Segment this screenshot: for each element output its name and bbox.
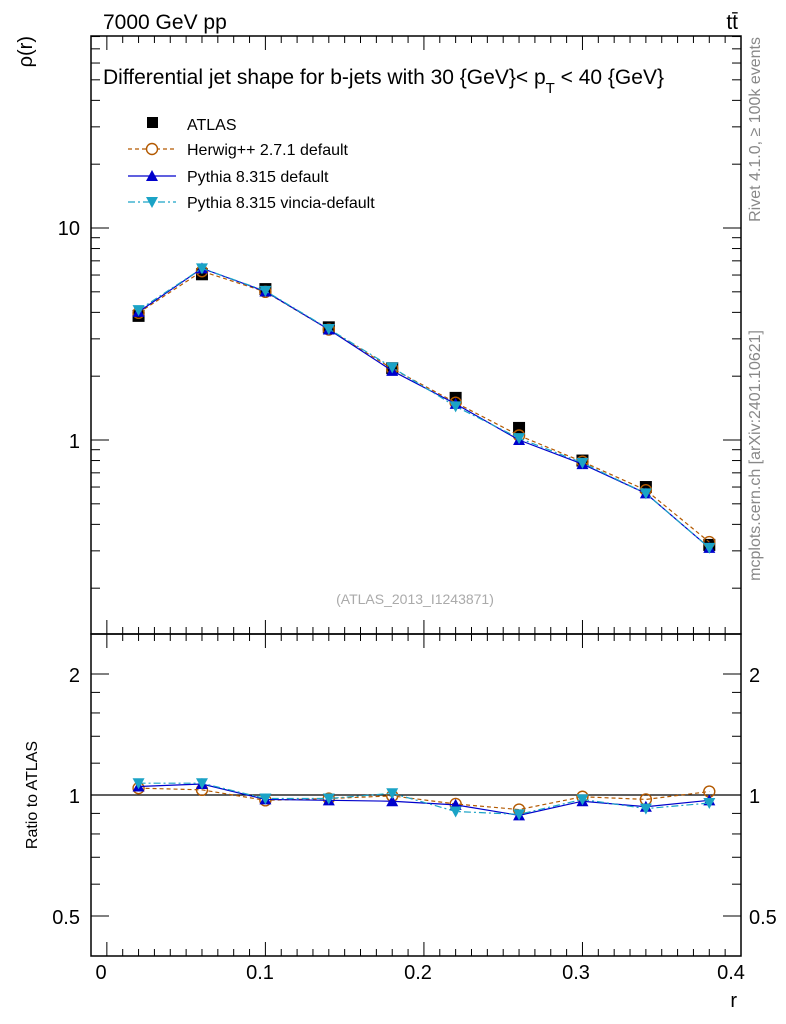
legend-label-herwig: Herwig++ 2.7.1 default — [187, 142, 349, 159]
ratio-data-point — [703, 798, 716, 810]
main-data-point — [386, 362, 399, 374]
x-tick-label-0.1: 0.1 — [246, 962, 274, 984]
main-y-axis-label: ρ(r) — [15, 36, 37, 67]
main-data-point — [576, 457, 589, 469]
ratio-data-point — [132, 778, 145, 790]
main-series-line — [138, 267, 710, 549]
main-data-point — [132, 305, 145, 317]
ratio-data-point — [386, 795, 399, 807]
main-panel: ρ(r) 1 10 (ATLAS_2013_I1243871) Differen… — [15, 35, 742, 635]
ratio-y-tick-label-right-2: 2 — [749, 665, 760, 687]
x-tick-label-0.4: 0.4 — [717, 962, 745, 984]
ratio-panel: Ratio to ATLAS 0.5 1 2 0.5 1 2 0 0.1 0.2… — [24, 633, 777, 1012]
x-tick-label-0.2: 0.2 — [404, 962, 432, 984]
legend-label-atlas: ATLAS — [187, 117, 237, 134]
main-data-point — [195, 263, 208, 275]
ratio-data-point — [449, 806, 462, 818]
chart-title-suffix: < 40 {GeV} — [555, 66, 664, 89]
main-data-point — [703, 542, 716, 554]
ratio-series-2 — [132, 778, 716, 821]
main-data-point — [513, 433, 526, 445]
legend-marker-atlas — [147, 117, 158, 128]
ratio-data-point — [259, 793, 272, 805]
main-series-0 — [132, 268, 716, 551]
main-series-3 — [132, 263, 716, 554]
ratio-data-point — [195, 778, 208, 790]
ratio-data-point — [639, 803, 652, 815]
legend-marker-herwig — [145, 142, 159, 156]
main-data-point — [639, 488, 652, 500]
ratio-y-tick-label-right-0.5: 0.5 — [749, 907, 777, 929]
main-series-layer — [132, 262, 716, 554]
ratio-y-tick-label-1: 1 — [69, 786, 80, 808]
ratio-series-0 — [132, 781, 716, 816]
x-tick-label-0: 0 — [95, 962, 106, 984]
ratio-series-layer — [132, 778, 716, 821]
main-y-tick-label-1: 1 — [69, 431, 80, 453]
ratio-y-tick-label-right-1: 1 — [749, 786, 760, 808]
ratio-data-point — [322, 793, 335, 805]
main-data-point — [259, 285, 272, 297]
chart-title-prefix: Differential jet shape for b-jets with 3… — [103, 66, 546, 89]
process-label: tt̄ — [726, 11, 738, 34]
legend-marker-vincia — [146, 197, 158, 208]
energy-label: 7000 GeV pp — [103, 11, 227, 34]
main-axis-ticks — [91, 36, 742, 634]
ratio-frame — [90, 633, 742, 957]
main-series-line — [138, 267, 710, 549]
ratio-series-line — [138, 787, 710, 811]
main-series-line — [138, 270, 710, 543]
rivet-label: Rivet 4.1.0, ≥ 100k events — [747, 37, 764, 222]
ratio-series-line — [138, 782, 710, 815]
x-axis-label: r — [730, 990, 737, 1012]
x-tick-label-0.3: 0.3 — [562, 962, 590, 984]
ratio-data-point — [576, 794, 589, 806]
ratio-data-point — [513, 809, 526, 821]
chart-title: Differential jet shape for b-jets with 3… — [103, 66, 664, 97]
main-data-point — [449, 401, 462, 413]
main-series-1 — [132, 265, 716, 549]
ratio-y-tick-label-0.5: 0.5 — [52, 907, 80, 929]
legend: ATLAS Herwig++ 2.7.1 default Pythia 8.31… — [128, 117, 375, 212]
mcplots-label: mcplots.cern.ch [arXiv:2401.10621] — [747, 330, 764, 581]
main-series-2 — [132, 262, 716, 553]
legend-label-pythia: Pythia 8.315 default — [187, 169, 329, 186]
legend-label-vincia: Pythia 8.315 vincia-default — [187, 195, 375, 212]
main-data-point — [322, 323, 335, 335]
main-y-tick-label-10: 10 — [58, 218, 80, 240]
ratio-data-point — [386, 788, 399, 800]
ratio-y-tick-label-2: 2 — [69, 665, 80, 687]
watermark: (ATLAS_2013_I1243871) — [336, 591, 494, 607]
legend-marker-pythia — [146, 170, 158, 181]
ratio-y-axis-label: Ratio to ATLAS — [24, 741, 41, 849]
chart-title-subscript: T — [546, 80, 555, 97]
